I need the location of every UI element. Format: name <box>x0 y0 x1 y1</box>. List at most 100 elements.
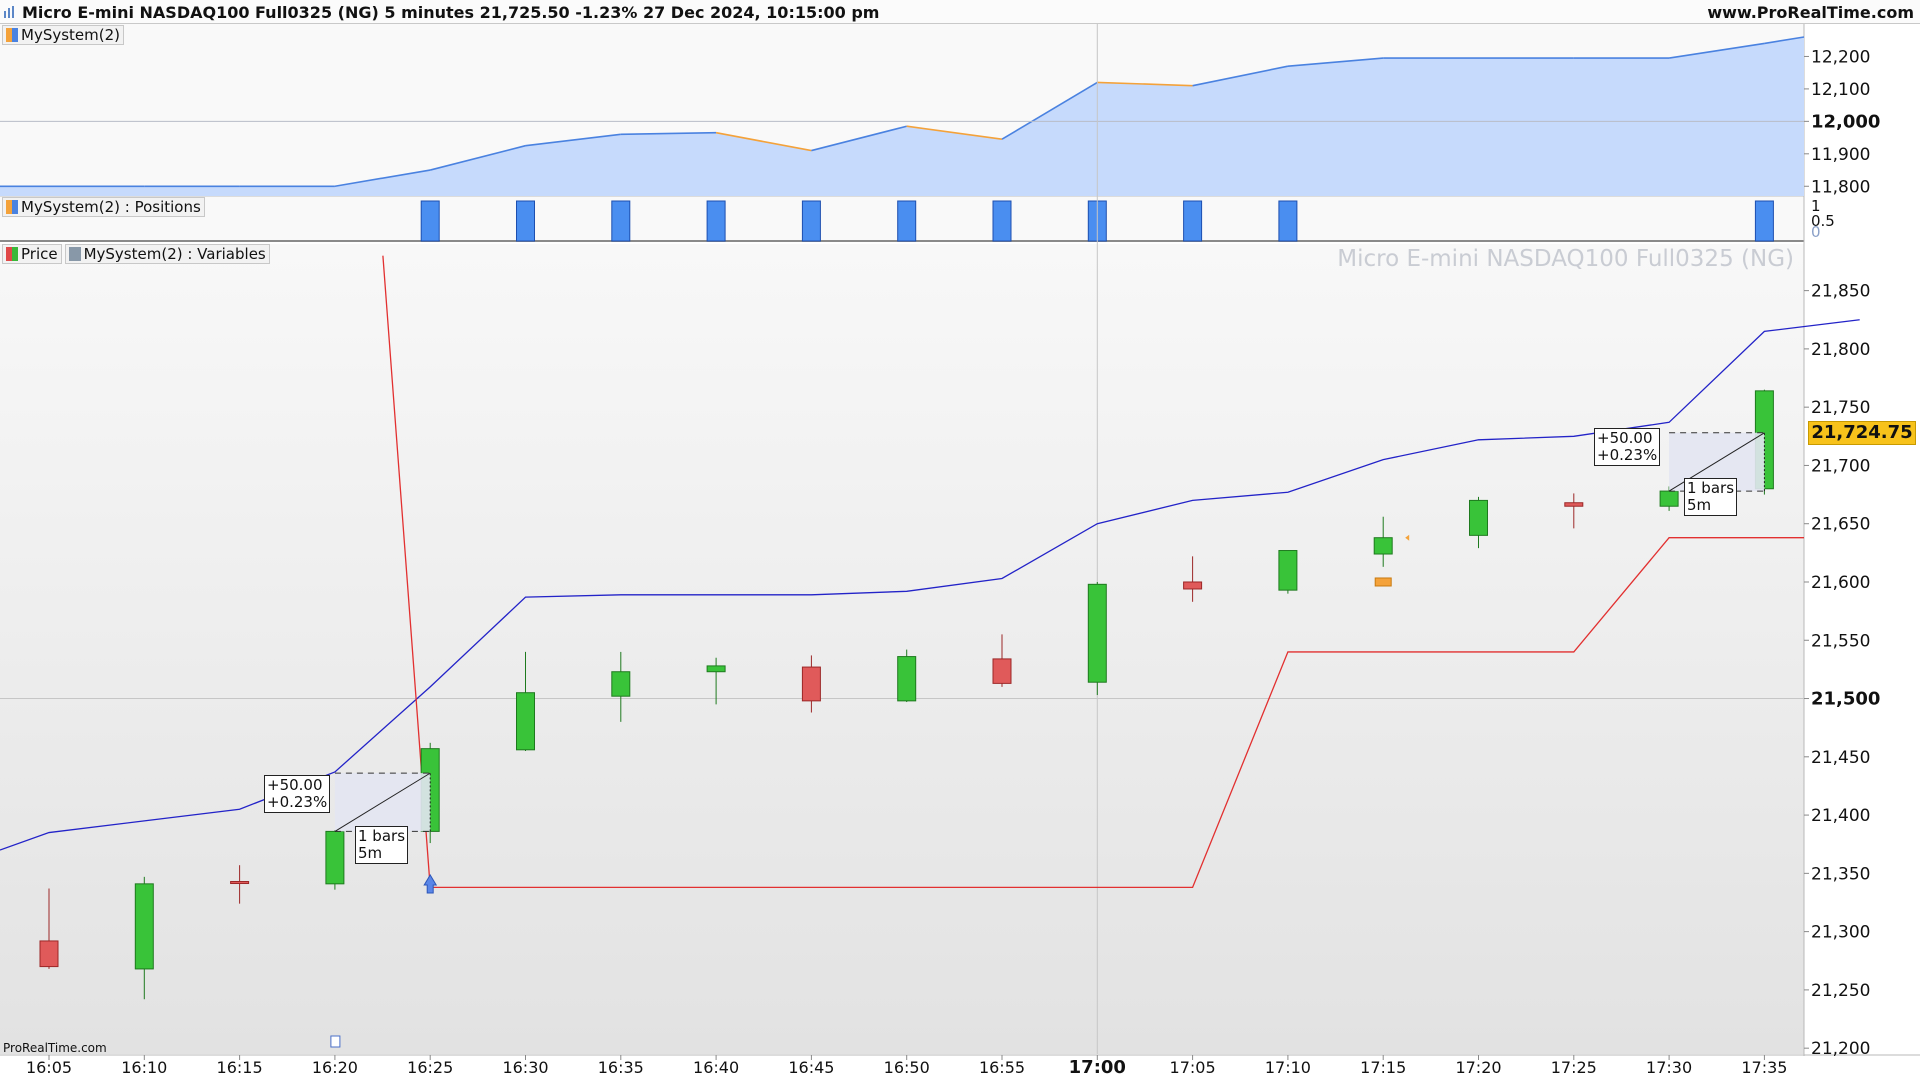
equity-y-tick: 12,000 <box>1811 111 1880 132</box>
equity-segment <box>1097 81 1193 87</box>
positions-y-tick: 0 <box>1811 223 1821 241</box>
x-tick-label: 17:20 <box>1455 1058 1501 1077</box>
price-y-tick: 21,300 <box>1811 923 1870 943</box>
price-legend: Price MySystem(2) : Variables <box>2 244 270 264</box>
trade-bars: 1 bars <box>1687 479 1735 497</box>
instrument-watermark: Micro E-mini NASDAQ100 Full0325 (NG) <box>1337 246 1794 272</box>
position-bar <box>420 200 440 242</box>
equity-segment <box>906 125 1003 141</box>
position-bar <box>897 200 917 242</box>
price-series <box>0 24 1860 1054</box>
x-tick-label: 16:55 <box>979 1058 1025 1077</box>
candle-body <box>230 881 250 885</box>
buy-arrow-icon <box>423 874 438 894</box>
equity-y-tick: 12,200 <box>1811 47 1870 67</box>
candle-body <box>1373 537 1393 555</box>
legend-swatch <box>6 247 18 261</box>
footer-brand: ProRealTime.com <box>3 1041 107 1055</box>
equity-legend: MySystem(2) <box>2 25 125 45</box>
x-tick-label: 17:00 <box>1069 1057 1126 1078</box>
candle-body <box>325 830 345 885</box>
position-bar <box>992 200 1012 242</box>
price-y-tick: 21,200 <box>1811 1039 1870 1059</box>
x-tick-label: 16:25 <box>407 1058 453 1077</box>
order-marker-arrow <box>1405 534 1410 541</box>
trade-gain-value: +50.00 <box>267 776 323 794</box>
price-y-tick: 21,400 <box>1811 806 1870 826</box>
trade-gain-pct: +0.23% <box>1597 446 1658 464</box>
price-legend-item[interactable]: Price <box>2 244 62 264</box>
candle-body <box>1087 583 1107 683</box>
positions-legend-item[interactable]: MySystem(2) : Positions <box>2 197 205 217</box>
trade-timeframe: 5m <box>358 844 383 862</box>
price-y-tick: 21,700 <box>1811 456 1870 476</box>
candle-body <box>1659 490 1679 507</box>
lower-band-line <box>382 255 1804 888</box>
x-tick-label: 16:50 <box>884 1058 930 1077</box>
order-marker <box>1374 577 1392 587</box>
x-tick-label: 16:20 <box>312 1058 358 1077</box>
y-axis-bg <box>1804 24 1920 1056</box>
x-tick-label: 17:35 <box>1741 1058 1787 1077</box>
trade-gain-value: +50.00 <box>1597 429 1653 447</box>
price-y-tick: 21,500 <box>1811 689 1880 710</box>
x-tick-label: 16:30 <box>502 1058 548 1077</box>
candle-body <box>1469 499 1488 536</box>
candle-body <box>801 666 821 702</box>
variables-legend-label: MySystem(2) : Variables <box>83 245 266 263</box>
equity-legend-item[interactable]: MySystem(2) <box>2 25 125 45</box>
x-tick-label: 16:40 <box>693 1058 739 1077</box>
equity-segment <box>525 133 621 147</box>
equity-segment <box>334 169 431 188</box>
price-y-tick: 21,750 <box>1811 398 1870 418</box>
equity-segment <box>1668 42 1765 59</box>
variables-legend-item[interactable]: MySystem(2) : Variables <box>64 244 270 264</box>
x-tick-label: 16:10 <box>121 1058 167 1077</box>
positions-y-tick: 0.5 <box>1811 212 1835 230</box>
equity-curve <box>0 36 1805 196</box>
x-tick-label: 17:30 <box>1646 1058 1692 1077</box>
candle-body <box>39 940 59 968</box>
candle-body <box>1183 581 1203 590</box>
candle-body <box>611 671 631 697</box>
price-y-tick: 21,800 <box>1811 340 1870 360</box>
price-y-tick: 21,450 <box>1811 748 1870 768</box>
last-price-badge: 21,724.75 <box>1808 421 1916 445</box>
equity-segment <box>430 144 526 171</box>
price-pane-bg <box>0 244 1804 1054</box>
positions-legend-label: MySystem(2) : Positions <box>21 198 201 216</box>
equity-segment <box>620 131 717 136</box>
price-y-tick: 21,350 <box>1811 864 1870 884</box>
legend-swatch <box>6 28 18 42</box>
candle-body <box>134 883 154 970</box>
position-bar <box>516 200 535 242</box>
position-bar <box>1183 200 1203 242</box>
legend-swatch <box>6 200 18 214</box>
site-link[interactable]: www.ProRealTime.com <box>1707 3 1914 22</box>
x-tick-label: 17:15 <box>1360 1058 1406 1077</box>
trade-duration-label: 1 bars 5m <box>1684 478 1738 516</box>
candle-body <box>1564 502 1584 507</box>
chart-icon <box>4 6 14 18</box>
trade-gain-label: +50.00 +0.23% <box>1594 428 1661 466</box>
equity-y-tick: 11,800 <box>1811 177 1870 197</box>
equity-segment <box>811 125 907 152</box>
candle-body <box>992 658 1012 684</box>
x-tick-label: 16:35 <box>598 1058 644 1077</box>
price-y-tick: 21,850 <box>1811 282 1870 302</box>
position-bar <box>1278 200 1298 242</box>
position-bar <box>706 200 726 242</box>
x-tick-label: 16:05 <box>26 1058 72 1077</box>
candle-body <box>706 665 726 673</box>
price-legend-label: Price <box>21 245 58 263</box>
x-tick-label: 17:10 <box>1265 1058 1311 1077</box>
price-y-tick: 21,250 <box>1811 981 1870 1001</box>
candle-body <box>897 656 917 702</box>
equity-y-tick: 11,900 <box>1811 145 1870 165</box>
equity-area <box>0 36 1804 196</box>
price-y-tick: 21,650 <box>1811 515 1870 535</box>
equity-legend-label: MySystem(2) <box>21 26 121 44</box>
candle-body <box>516 692 535 751</box>
